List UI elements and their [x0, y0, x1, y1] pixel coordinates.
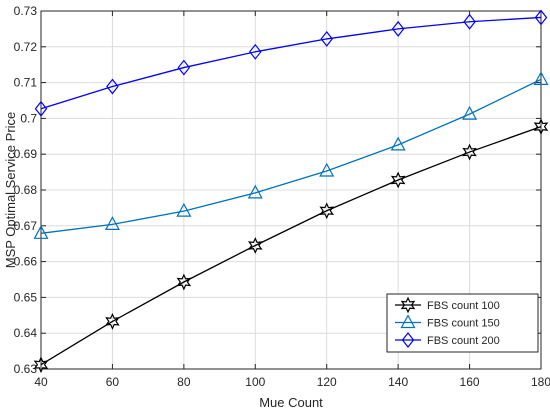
data-point	[176, 202, 192, 217]
x-tick-label: 120	[317, 375, 337, 389]
legend-label: FBS count 100	[427, 300, 500, 312]
y-tick-label: 0.66	[14, 255, 38, 269]
data-point	[104, 216, 120, 230]
data-point	[33, 356, 49, 374]
series-line	[40, 78, 542, 234]
y-tick-label: 0.67	[14, 219, 38, 233]
data-point	[462, 143, 477, 161]
x-tick-label: 80	[177, 375, 191, 389]
legend: FBS count 100 FBS count 150 FBS count 200	[386, 293, 539, 353]
x-axis-label: Mue Count	[259, 395, 323, 410]
series	[33, 9, 549, 374]
y-tick-label: 0.65	[14, 290, 38, 304]
data-point	[176, 273, 192, 291]
data-point	[463, 13, 476, 30]
x-tick-label: 100	[245, 375, 265, 389]
data-point	[177, 59, 191, 76]
y-tick-label: 0.73	[14, 4, 38, 18]
y-tick-label: 0.72	[14, 40, 38, 54]
y-tick-label: 0.64	[14, 326, 38, 340]
x-tick-label: 180	[531, 375, 550, 389]
data-point	[462, 105, 478, 120]
data-point	[247, 237, 263, 254]
legend-marker	[400, 314, 416, 329]
x-tick-label: 40	[34, 375, 48, 389]
series-2	[33, 71, 549, 239]
legend-label: FBS count 150	[427, 318, 500, 330]
series-3	[34, 9, 548, 117]
data-point	[533, 118, 549, 136]
y-tick-label: 0.7	[20, 111, 37, 125]
data-point	[390, 171, 406, 189]
series-1	[33, 118, 549, 374]
data-point	[319, 202, 335, 220]
data-point	[33, 225, 49, 239]
legend-label: FBS count 200	[427, 335, 500, 347]
series-line	[40, 126, 542, 366]
data-point	[533, 71, 549, 85]
y-tick-label: 0.68	[14, 183, 38, 197]
data-point	[106, 78, 119, 95]
data-point	[319, 162, 335, 177]
y-tick-label: 0.63	[14, 362, 38, 376]
data-point	[105, 312, 120, 330]
data-point	[249, 43, 262, 60]
y-axis-label: MSP Optimal Service Price	[3, 112, 18, 269]
data-point	[320, 30, 333, 47]
data-point	[390, 136, 406, 151]
x-tick-label: 60	[106, 375, 120, 389]
x-tick-label: 160	[460, 375, 480, 389]
legend-marker	[401, 332, 415, 348]
x-tick-label: 140	[388, 375, 408, 389]
y-tick-label: 0.69	[14, 147, 38, 161]
data-point	[534, 9, 548, 26]
data-point	[391, 20, 405, 37]
legend-marker	[400, 296, 416, 314]
axis-ticks: 40 60 80 100 120 140 160 180 0.63 0.64 0.65 0.66 0.6…	[14, 4, 550, 389]
y-tick-label: 0.71	[14, 76, 38, 90]
data-point	[34, 100, 48, 117]
series-line	[40, 16, 542, 110]
data-point	[247, 184, 263, 199]
